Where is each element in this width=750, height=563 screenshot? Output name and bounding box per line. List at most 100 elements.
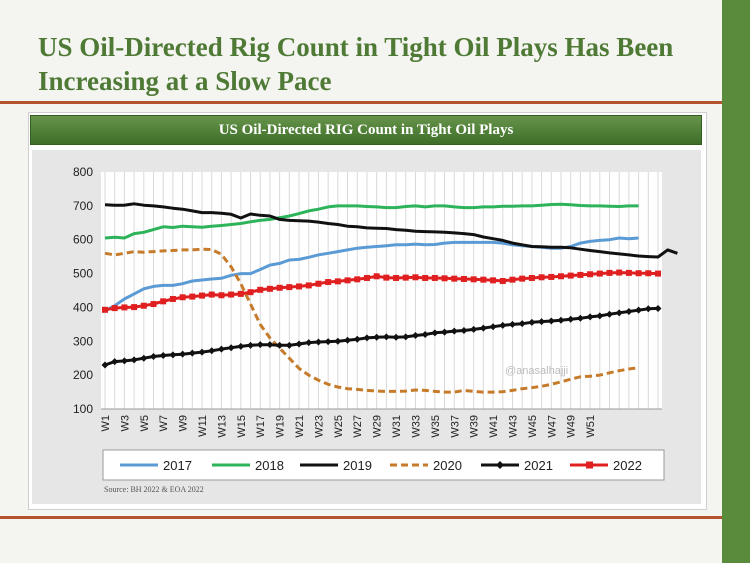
- x-tick-label: W19: [275, 415, 287, 438]
- point-2021: [450, 327, 458, 335]
- point-2022: [557, 273, 564, 280]
- point-2022: [237, 290, 244, 297]
- x-tick-label: W37: [449, 415, 461, 438]
- legend-marker-2021: [496, 461, 504, 469]
- slide-title: US Oil-Directed Rig Count in Tight Oil P…: [38, 32, 674, 96]
- point-2021: [363, 334, 371, 342]
- point-2021: [547, 317, 555, 325]
- green-side-bar: [722, 0, 750, 563]
- y-tick-label: 300: [73, 334, 93, 348]
- point-2021: [635, 306, 643, 314]
- point-2021: [567, 315, 575, 323]
- point-2021: [586, 313, 594, 321]
- point-2022: [480, 276, 487, 283]
- point-2021: [441, 328, 449, 336]
- point-2021: [576, 314, 584, 322]
- x-tick-label: W9: [178, 415, 190, 432]
- x-tick-label: W5: [139, 415, 151, 432]
- point-2021: [247, 341, 255, 349]
- point-2021: [150, 353, 158, 361]
- point-2021: [314, 338, 322, 346]
- point-2021: [615, 309, 623, 317]
- point-2021: [460, 326, 468, 334]
- point-2022: [257, 286, 264, 293]
- point-2021: [528, 318, 536, 326]
- point-2022: [179, 294, 186, 301]
- x-tick-label: W47: [546, 415, 558, 438]
- point-2021: [382, 333, 390, 341]
- legend-box: [102, 449, 665, 481]
- point-2022: [451, 275, 458, 282]
- x-tick-label: W13: [216, 415, 228, 438]
- legend-label-2022: 2022: [613, 458, 642, 473]
- point-2022: [587, 271, 594, 278]
- point-2021: [256, 341, 264, 349]
- point-2021: [499, 321, 507, 329]
- point-2022: [131, 304, 138, 311]
- point-2022: [412, 274, 419, 281]
- point-2022: [208, 291, 215, 298]
- source-note: Source: BH 2022 & EOA 2022: [104, 485, 204, 494]
- point-2021: [227, 344, 235, 352]
- point-2022: [470, 276, 477, 283]
- point-2022: [460, 275, 467, 282]
- title-divider: [0, 101, 722, 104]
- point-2022: [305, 282, 312, 289]
- x-tick-label: W49: [566, 415, 578, 438]
- point-2021: [605, 310, 613, 318]
- point-2022: [199, 292, 206, 299]
- point-2021: [169, 351, 177, 359]
- x-tick-label: W43: [507, 415, 519, 438]
- point-2021: [334, 337, 342, 345]
- series-line-2021: [104, 306, 659, 367]
- y-tick-label: 600: [73, 233, 93, 247]
- bottom-divider: [0, 516, 722, 519]
- point-2022: [296, 283, 303, 290]
- point-2021: [479, 324, 487, 332]
- point-2021: [140, 354, 148, 362]
- point-2022: [121, 304, 128, 311]
- x-tick-label: W31: [391, 415, 403, 438]
- point-2021: [596, 312, 604, 320]
- point-2022: [373, 273, 380, 280]
- x-tick-label: W27: [352, 415, 364, 438]
- legend-label-2019: 2019: [343, 458, 372, 473]
- chart-title: US Oil-Directed RIG Count in Tight Oil P…: [30, 115, 702, 145]
- y-axis-ticks: 100 200 300 400 500 600 700 800: [73, 165, 93, 416]
- point-2022: [160, 298, 167, 305]
- point-2021: [159, 352, 167, 360]
- x-tick-label: W21: [294, 415, 306, 438]
- x-axis-ticks: W1 W3 W5 W7 W9 W11 W13 W15 W17 W19 W21 W23 W25 W27 W29…: [100, 415, 597, 438]
- point-2021: [373, 333, 381, 341]
- point-2021: [130, 356, 138, 364]
- x-tick-label: W41: [488, 415, 500, 438]
- point-2021: [557, 316, 565, 324]
- point-2021: [654, 304, 662, 312]
- point-2022: [111, 305, 118, 312]
- point-2022: [228, 291, 235, 298]
- legend-label-2017: 2017: [163, 458, 192, 473]
- point-2021: [470, 325, 478, 333]
- point-2022: [189, 293, 196, 300]
- series-lines: [101, 202, 678, 394]
- point-2021: [411, 332, 419, 340]
- point-2022: [354, 276, 361, 283]
- point-2022: [655, 270, 661, 277]
- y-tick-label: 500: [73, 267, 93, 281]
- point-2022: [422, 274, 429, 281]
- point-2022: [402, 274, 409, 281]
- point-2021: [392, 333, 400, 341]
- point-2021: [508, 320, 516, 328]
- x-tick-label: W39: [469, 415, 481, 438]
- point-2021: [198, 348, 206, 356]
- point-2022: [102, 306, 108, 313]
- point-2022: [519, 275, 526, 282]
- point-2022: [218, 292, 225, 299]
- legend-label-2021: 2021: [524, 458, 553, 473]
- point-2022: [169, 295, 176, 302]
- point-2021: [431, 329, 439, 337]
- x-tick-label: W51: [585, 415, 597, 438]
- legend: 2017 2018 2019 2020 2021 2022: [102, 449, 665, 481]
- x-tick-label: W35: [430, 415, 442, 438]
